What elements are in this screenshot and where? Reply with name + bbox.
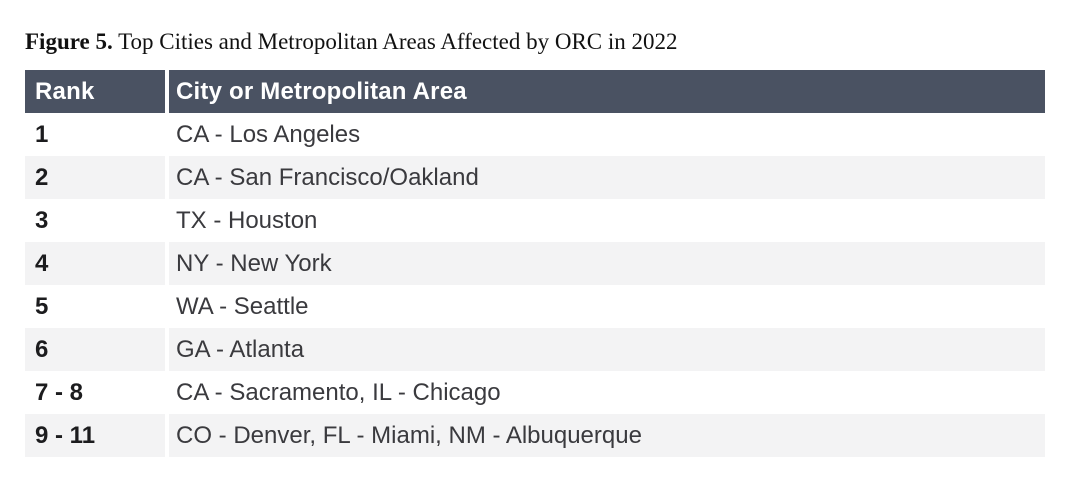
rank-cell: 5 <box>25 285 167 328</box>
table-row: 5 WA - Seattle <box>25 285 1045 328</box>
rank-cell: 4 <box>25 242 167 285</box>
city-cell: TX - Houston <box>165 199 1045 242</box>
table-row: 3 TX - Houston <box>25 199 1045 242</box>
city-cell: CA - Sacramento, IL - Chicago <box>165 371 1045 414</box>
city-cell: GA - Atlanta <box>165 328 1045 371</box>
table-row: 2 CA - San Francisco/Oakland <box>25 156 1045 199</box>
table-row: 4 NY - New York <box>25 242 1045 285</box>
figure-label: Figure 5. <box>25 29 113 54</box>
rank-cell: 7 - 8 <box>25 371 167 414</box>
figure-title: Figure 5. Top Cities and Metropolitan Ar… <box>25 27 1045 57</box>
table-row: 9 - 11 CO - Denver, FL - Miami, NM - Alb… <box>25 414 1045 457</box>
table-row: 6 GA - Atlanta <box>25 328 1045 371</box>
city-cell: WA - Seattle <box>165 285 1045 328</box>
city-cell: NY - New York <box>165 242 1045 285</box>
city-column-header: City or Metropolitan Area <box>165 70 1045 113</box>
rank-cell: 3 <box>25 199 167 242</box>
city-cell: CA - Los Angeles <box>165 113 1045 156</box>
rank-column-header: Rank <box>25 70 167 113</box>
rank-cell: 1 <box>25 113 167 156</box>
table-row: 1 CA - Los Angeles <box>25 113 1045 156</box>
rank-cell: 2 <box>25 156 167 199</box>
orc-cities-table: Rank City or Metropolitan Area 1 CA - Lo… <box>25 70 1045 457</box>
table-row: 7 - 8 CA - Sacramento, IL - Chicago <box>25 371 1045 414</box>
city-cell: CA - San Francisco/Oakland <box>165 156 1045 199</box>
table-header-row: Rank City or Metropolitan Area <box>25 70 1045 113</box>
rank-cell: 6 <box>25 328 167 371</box>
figure-caption: Top Cities and Metropolitan Areas Affect… <box>112 29 678 54</box>
city-cell: CO - Denver, FL - Miami, NM - Albuquerqu… <box>165 414 1045 457</box>
rank-cell: 9 - 11 <box>25 414 167 457</box>
